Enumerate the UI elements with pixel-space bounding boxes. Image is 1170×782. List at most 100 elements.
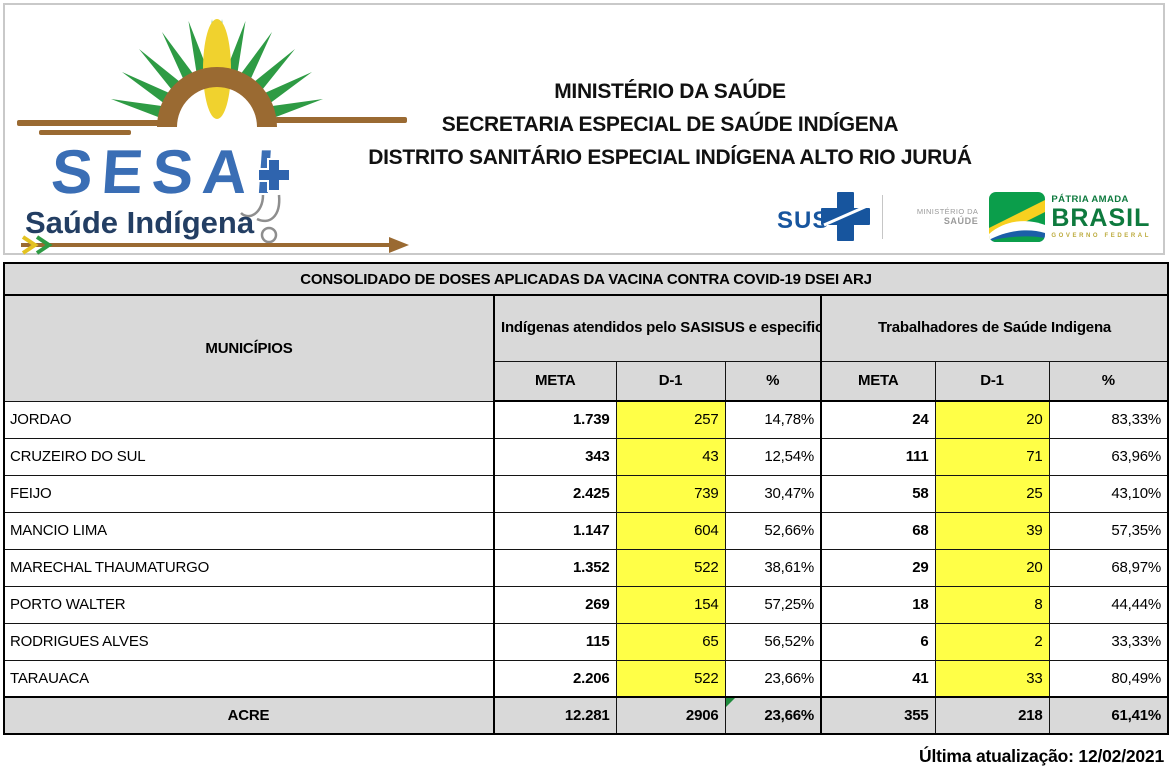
col-header-pct2: % [1048,360,1169,402]
cell-pct1: 52,66% [724,511,822,550]
cell-pct1: 14,78% [724,400,822,439]
last-update-note: Última atualização: 12/02/2021 [919,746,1164,766]
ministerio-saude-logo: MINISTÉRIO DA SAÚDE [894,207,978,228]
col-header-meta2: META [820,360,936,402]
report-header: SESAI Saúde Indígena MINISTÉRIO DA SAÚDE… [3,3,1165,255]
total-pct1: 23,66% [724,696,822,735]
medical-cross-icon [257,158,291,192]
org-line-2: SECRETARIA ESPECIAL DE SAÚDE INDÍGENA [441,113,899,136]
table-title: CONSOLIDADO DE DOSES APLICADAS DA VACINA… [3,262,1169,296]
col-group-indigenas: Indígenas atendidos pelo SASISUS e espec… [493,294,822,362]
table-row: TARAUACA 2.206 522 23,66% 41 33 80,49% [3,659,1169,698]
table-row: MANCIO LIMA 1.147 604 52,66% 68 39 57,35… [3,511,1169,550]
cell-pct1: 12,54% [724,437,822,476]
municipality-name: FEIJO [3,474,495,513]
sus-cross-icon [821,192,871,241]
cell-pct2: 57,35% [1048,511,1169,550]
municipality-name: MANCIO LIMA [3,511,495,550]
cell-pct2: 83,33% [1048,400,1169,439]
cell-d1-2: 2 [934,622,1050,661]
sesai-logo: SESAI Saúde Indígena [17,19,409,255]
municipality-name: TARAUACA [3,659,495,698]
brasil-logo-text: PÁTRIA AMADA BRASIL GOVERNO FEDERAL [1051,195,1151,239]
total-row: ACRE 12.281 2906 23,66% 355 218 61,41% [3,696,1169,735]
table-title-row: CONSOLIDADO DE DOSES APLICADAS DA VACINA… [3,262,1169,296]
cell-pct1: 56,52% [724,622,822,661]
table-row: FEIJO 2.425 739 30,47% 58 25 43,10% [3,474,1169,513]
cell-meta2: 41 [820,659,936,698]
cell-pct2: 80,49% [1048,659,1169,698]
brasil-main: BRASIL [1051,203,1151,232]
table-row: PORTO WALTER 269 154 57,25% 18 8 44,44% [3,585,1169,624]
cell-meta1: 2.425 [493,474,617,513]
total-d1-2: 218 [934,696,1050,735]
group-header-row: MUNICÍPIOS Indígenas atendidos pelo SASI… [3,294,1169,402]
cell-d1-2: 39 [934,511,1050,550]
sesai-subtitle: Saúde Indígena [25,205,255,240]
brasil-bottom: GOVERNO FEDERAL [1051,232,1151,239]
cell-d1-2: 71 [934,437,1050,476]
cell-d1-1: 739 [615,474,726,513]
cell-pct2: 68,97% [1048,548,1169,587]
table-row: RODRIGUES ALVES 115 65 56,52% 6 2 33,33% [3,622,1169,661]
doses-table: CONSOLIDADO DE DOSES APLICADAS DA VACINA… [3,262,1170,735]
cell-d1-1: 522 [615,548,726,587]
cell-d1-1: 604 [615,511,726,550]
sub-header-row: META D-1 % META D-1 % [4,360,1169,402]
cell-pct2: 63,96% [1048,437,1169,476]
total-meta1: 12.281 [493,696,617,735]
cell-d1-1: 522 [615,659,726,698]
arrow-icon [21,235,409,255]
logo-divider [882,195,884,239]
cell-d1-2: 8 [934,585,1050,624]
cell-pct1: 23,66% [724,659,822,698]
municipality-name: RODRIGUES ALVES [3,622,495,661]
cell-d1-2: 25 [934,474,1050,513]
cell-meta2: 29 [820,548,936,587]
brasil-logo: PÁTRIA AMADA BRASIL GOVERNO FEDERAL [989,192,1151,242]
cell-meta1: 115 [493,622,617,661]
municipality-name: CRUZEIRO DO SUL [3,437,495,476]
cell-d1-1: 65 [615,622,726,661]
cell-meta1: 1.352 [493,548,617,587]
cell-meta2: 6 [820,622,936,661]
municipality-name: MARECHAL THAUMATURGO [3,548,495,587]
cell-d1-2: 20 [934,400,1050,439]
sesai-acronym: SESAI [49,138,285,207]
cell-meta2: 68 [820,511,936,550]
table-row: MARECHAL THAUMATURGO 1.352 522 38,61% 29… [3,548,1169,587]
total-pct2: 61,41% [1048,696,1169,735]
ministerio-line1: MINISTÉRIO DA [916,206,979,216]
cell-meta2: 111 [820,437,936,476]
headband-bars-icon [17,117,407,135]
cell-meta2: 58 [820,474,936,513]
org-line-1: MINISTÉRIO DA SAÚDE [554,80,786,103]
col-header-d1-1: D-1 [615,360,726,402]
cell-d1-1: 43 [615,437,726,476]
cell-pct1: 57,25% [724,585,822,624]
table-row: JORDAO 1.739 257 14,78% 24 20 83,33% [3,400,1169,439]
cell-d1-2: 33 [934,659,1050,698]
cell-meta2: 24 [820,400,936,439]
cell-d1-1: 257 [615,400,726,439]
cell-meta1: 2.206 [493,659,617,698]
org-title-block: MINISTÉRIO DA SAÚDE SECRETARIA ESPECIAL … [335,75,1005,174]
total-pct1-value: 23,66% [764,707,814,724]
sus-label: SUS [777,207,829,234]
cell-pct2: 44,44% [1048,585,1169,624]
org-line-3: DISTRITO SANITÁRIO ESPECIAL INDÍGENA ALT… [368,146,972,169]
cell-meta1: 343 [493,437,617,476]
brasil-flag-icon [989,192,1046,242]
cell-meta2: 18 [820,585,936,624]
sus-logo: SUS [777,192,871,241]
cell-meta1: 1.739 [493,400,617,439]
cell-pct2: 33,33% [1048,622,1169,661]
cell-d1-2: 20 [934,548,1050,587]
col-header-meta1: META [493,360,617,402]
municipality-name: JORDAO [3,400,495,439]
ministerio-line2: SAÚDE [943,216,979,227]
excel-flag-icon [726,699,735,707]
cell-meta1: 269 [493,585,617,624]
cell-pct2: 43,10% [1048,474,1169,513]
government-logos: SUS MINISTÉRIO DA SAÚDE [775,191,1151,243]
